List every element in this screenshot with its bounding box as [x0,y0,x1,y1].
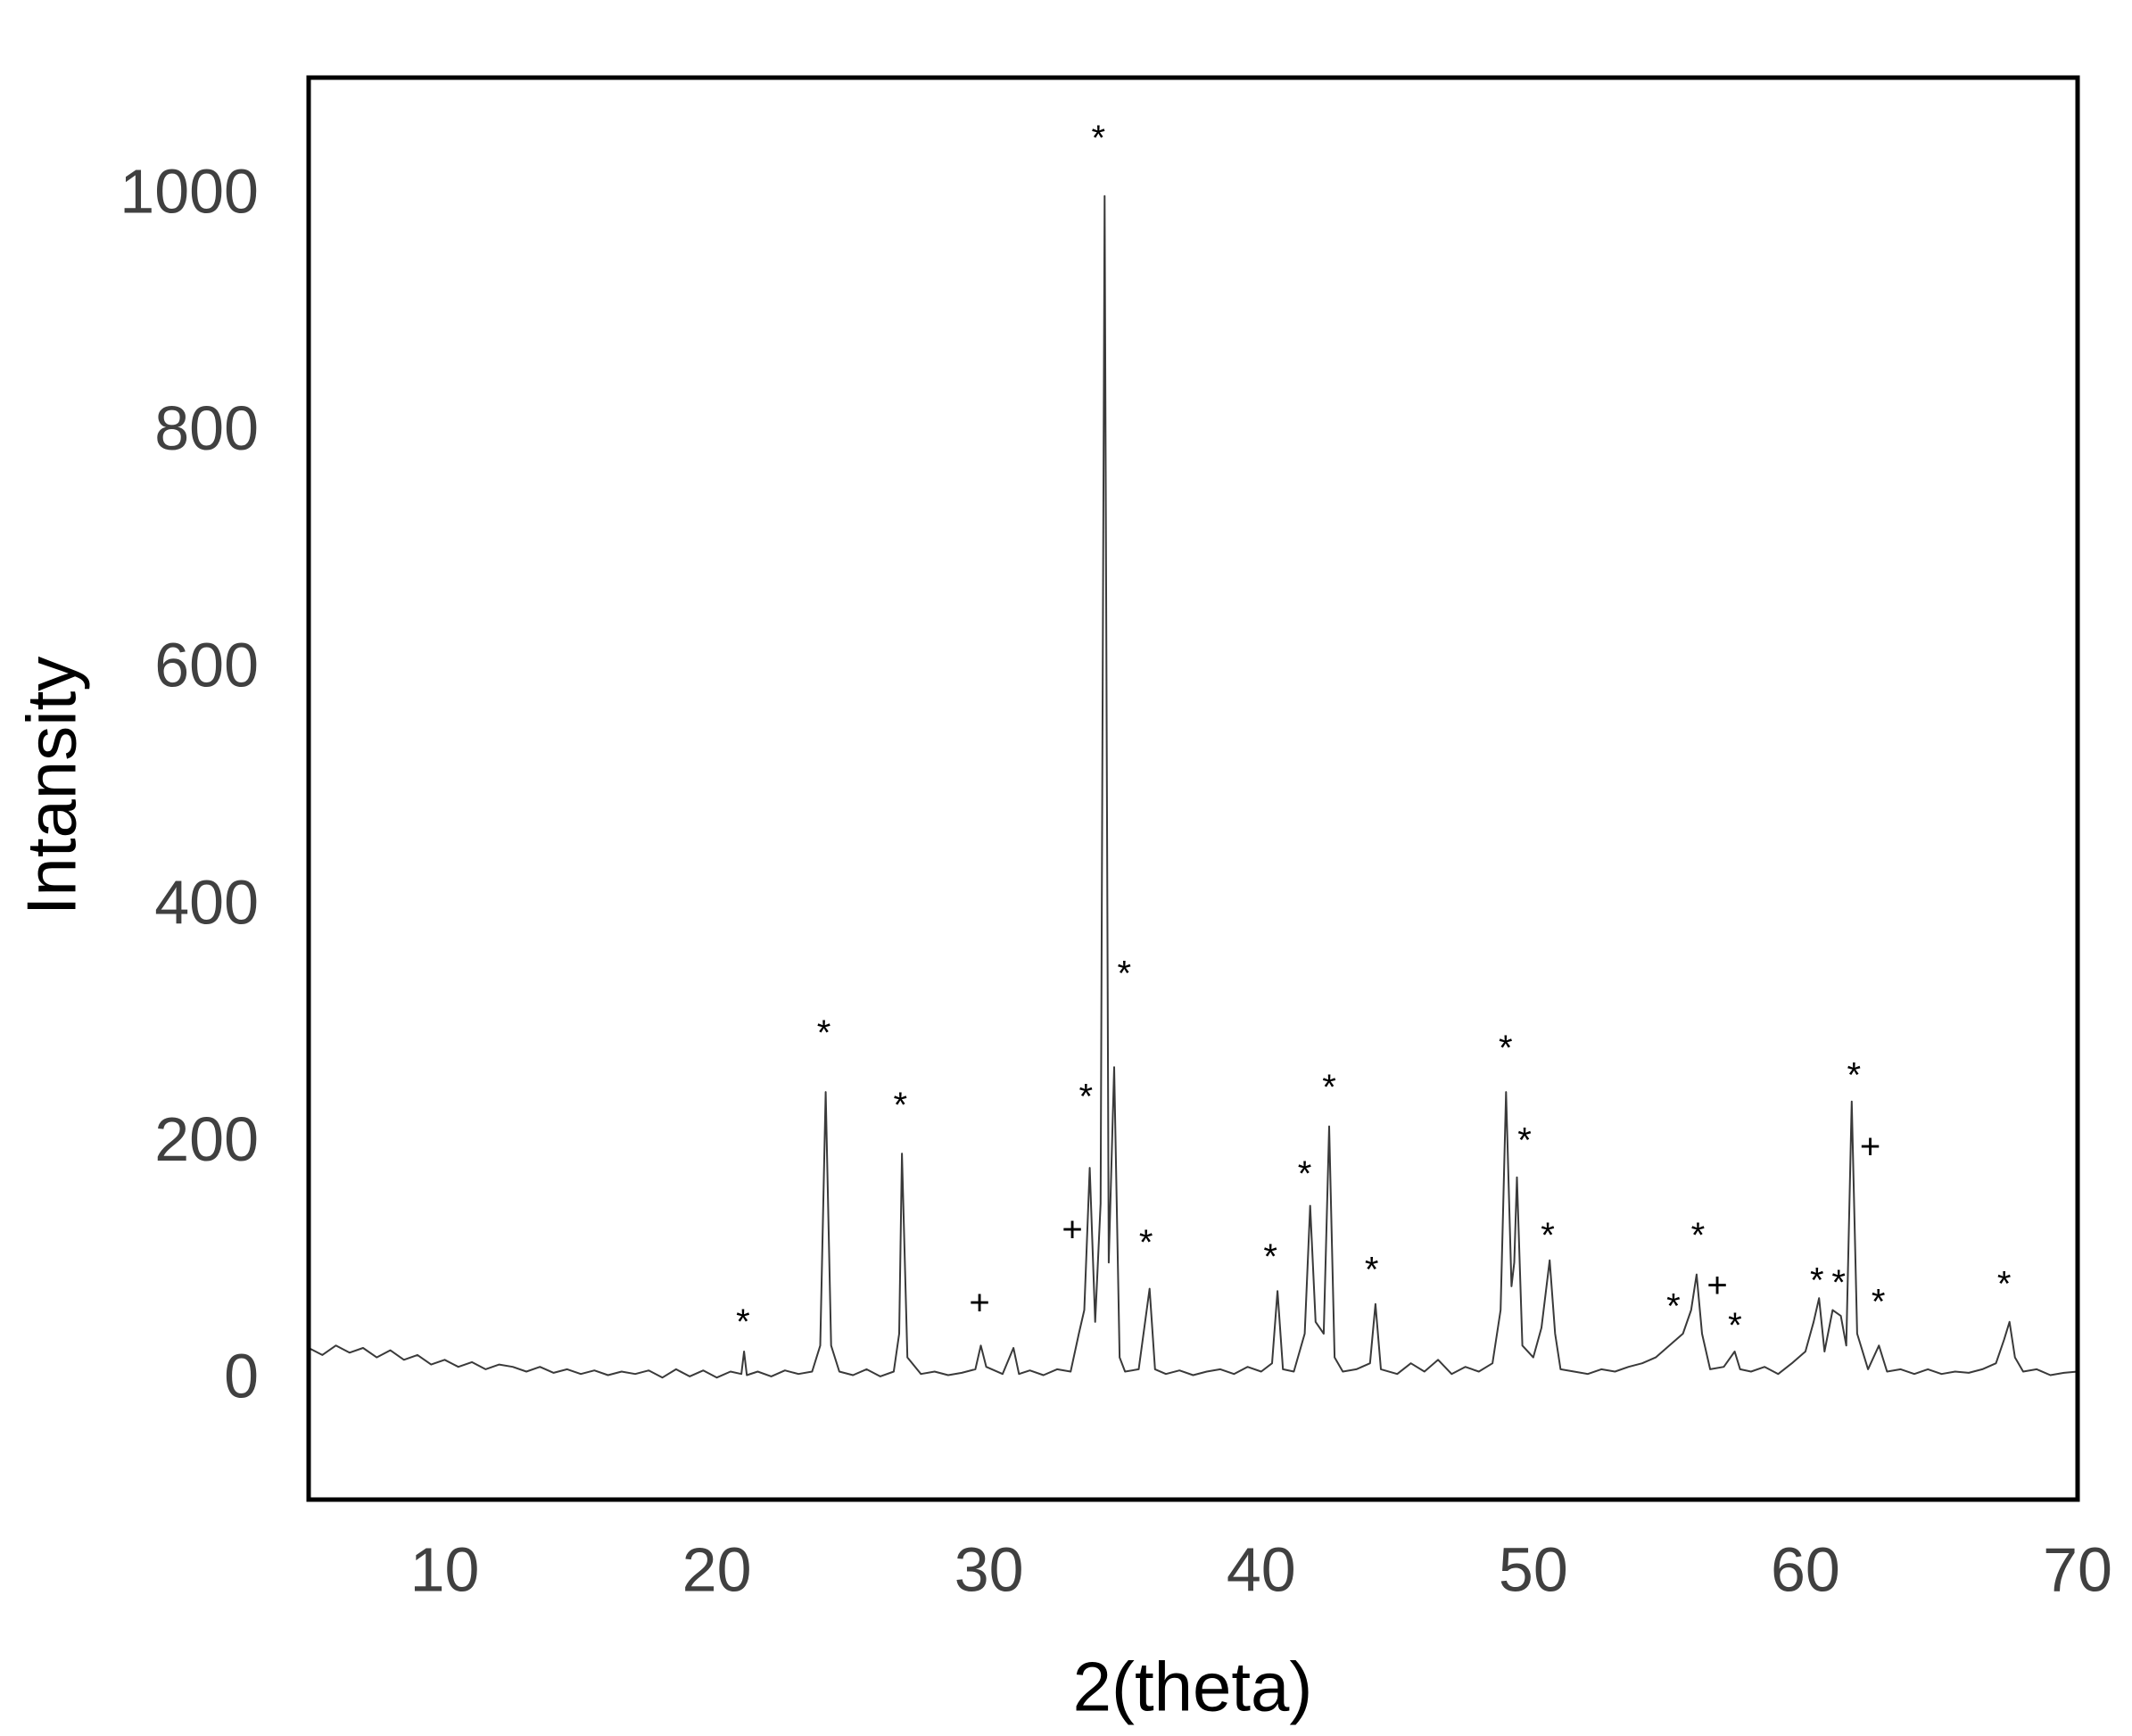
y-tick-label: 200 [154,1104,259,1174]
peak-marker: * [1365,1251,1379,1290]
peak-marker: * [1691,1216,1706,1255]
x-tick-label: 70 [2043,1534,2112,1604]
peak-marker: * [1499,1029,1513,1068]
peak-marker: * [1997,1264,2012,1303]
y-axis-title: Intansity [12,657,91,915]
peak-marker: * [817,1013,831,1053]
peak-marker: * [1139,1223,1153,1262]
peak-marker: * [1118,954,1132,993]
peak-marker: + [1062,1210,1082,1249]
peak-marker: * [1092,119,1106,158]
x-tick-label: 60 [1771,1534,1840,1604]
peak-marker: + [1706,1266,1727,1305]
peak-marker: * [1541,1216,1555,1255]
peak-marker: * [1322,1068,1336,1107]
peak-marker: * [1263,1237,1277,1277]
y-tick-label: 800 [154,393,259,463]
x-tick-label: 20 [682,1534,752,1604]
x-tick-label: 10 [410,1534,480,1604]
y-tick-label: 1000 [120,156,259,226]
peak-marker: * [1298,1154,1312,1194]
peak-marker: * [893,1086,907,1125]
peak-marker: * [1079,1078,1094,1117]
peak-marker: * [1728,1306,1742,1345]
peak-marker: * [1831,1263,1846,1302]
peak-marker: * [1666,1287,1681,1327]
y-tick-label: 600 [154,631,259,700]
peak-marker: * [1810,1261,1824,1300]
peak-marker: * [1847,1056,1861,1095]
peak-marker: * [1517,1121,1532,1161]
plot-frame [306,75,2080,1502]
y-tick-label: 0 [224,1342,259,1411]
y-tick-label: 400 [154,867,259,937]
x-axis-title: 2(theta) [1073,1648,1313,1726]
peak-marker: * [736,1302,750,1342]
x-tick-label: 30 [954,1534,1024,1604]
peak-marker: + [969,1284,989,1323]
data-line [308,194,2078,1379]
peak-marker: * [1872,1282,1886,1321]
x-tick-label: 50 [1499,1534,1568,1604]
x-tick-label: 40 [1227,1534,1296,1604]
peak-marker: + [1860,1127,1880,1166]
